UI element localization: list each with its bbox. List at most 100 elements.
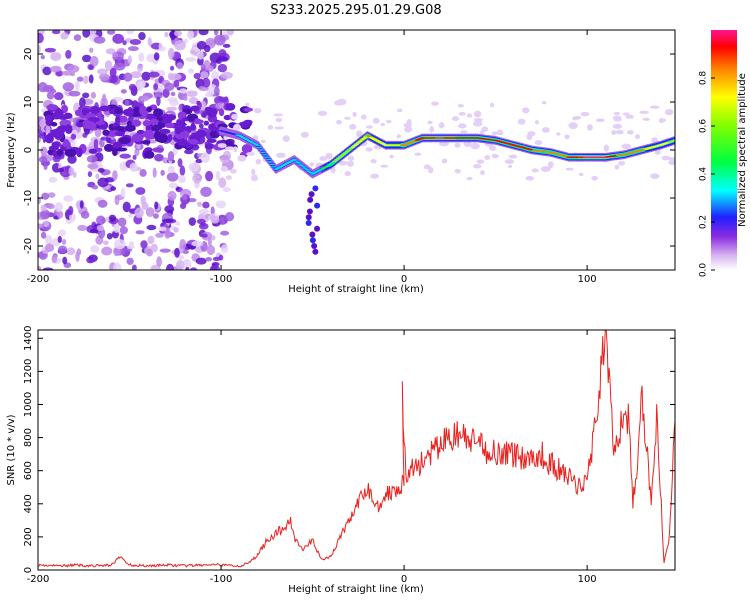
noise-blob bbox=[57, 235, 62, 243]
band-blob bbox=[190, 122, 196, 131]
faint-blob bbox=[571, 116, 579, 121]
noise-blob bbox=[46, 91, 55, 100]
faint-blob bbox=[611, 129, 617, 135]
faint-blob bbox=[365, 147, 373, 152]
noise-blob bbox=[42, 267, 54, 270]
faint-blob bbox=[380, 122, 386, 127]
noise-blob bbox=[38, 265, 42, 270]
band-blob bbox=[203, 120, 210, 126]
noise-blob bbox=[93, 36, 106, 44]
streak-blob bbox=[306, 208, 313, 215]
band-blob bbox=[218, 108, 225, 117]
x-tick-label: 0 bbox=[401, 574, 407, 585]
noise-blob bbox=[58, 229, 67, 237]
streak-blob bbox=[305, 219, 312, 226]
ridge-segment bbox=[260, 151, 266, 154]
noise-blob bbox=[89, 55, 99, 67]
noise-blob bbox=[89, 47, 94, 53]
noise-blob bbox=[213, 95, 225, 105]
noise-blob bbox=[40, 146, 48, 157]
band-blob bbox=[64, 148, 77, 158]
noise-blob bbox=[138, 31, 146, 41]
noise-blob bbox=[130, 71, 142, 79]
ridge-segment bbox=[355, 142, 361, 144]
ridge-segment bbox=[306, 170, 312, 172]
faint-blob bbox=[490, 102, 495, 108]
noise-blob bbox=[174, 40, 186, 51]
noise-blob bbox=[154, 91, 163, 99]
streak-blob bbox=[312, 248, 319, 255]
ridge-segment bbox=[295, 161, 301, 164]
band-blob bbox=[106, 129, 119, 137]
noise-blob bbox=[60, 32, 69, 40]
faint-blob bbox=[618, 160, 626, 166]
faint-blob bbox=[372, 117, 380, 124]
noise-blob bbox=[106, 30, 116, 35]
faint-blob bbox=[480, 170, 485, 175]
noise-blob bbox=[62, 82, 75, 92]
band-blob bbox=[88, 148, 98, 154]
band-blob bbox=[146, 113, 157, 121]
noise-blob bbox=[196, 218, 206, 225]
faint-blob bbox=[338, 160, 348, 166]
noise-blob bbox=[190, 49, 196, 55]
faint-blob bbox=[273, 113, 284, 117]
noise-blob bbox=[179, 88, 188, 94]
noise-blob bbox=[113, 62, 126, 71]
noise-blob bbox=[113, 246, 121, 257]
noise-blob bbox=[206, 245, 216, 255]
faint-blob bbox=[427, 120, 433, 125]
band-blob bbox=[81, 107, 88, 116]
ridge-segment bbox=[344, 150, 350, 153]
faint-blob bbox=[251, 168, 256, 176]
band-blob bbox=[115, 115, 121, 125]
band-blob bbox=[131, 119, 142, 127]
noise-blob bbox=[129, 162, 138, 173]
faint-blob bbox=[220, 165, 228, 172]
noise-blob bbox=[210, 216, 220, 224]
ridge-segment bbox=[361, 137, 367, 140]
band-blob bbox=[124, 124, 136, 132]
noise-blob bbox=[160, 169, 165, 176]
noise-blob bbox=[132, 154, 137, 160]
noise-blob bbox=[119, 226, 128, 235]
noise-blob bbox=[198, 123, 204, 129]
noise-blob bbox=[40, 54, 46, 60]
faint-blob bbox=[429, 125, 434, 133]
faint-blob bbox=[565, 167, 574, 171]
noise-blob bbox=[88, 74, 94, 84]
noise-blob bbox=[38, 133, 45, 139]
spectrogram-y-ticks: -20 -10 0 10 20 bbox=[23, 48, 675, 254]
noise-blob bbox=[52, 155, 61, 163]
noise-blob bbox=[186, 30, 194, 40]
spectrogram-x-label: Height of straight line (km) bbox=[288, 284, 424, 295]
faint-blob bbox=[508, 154, 518, 159]
faint-blob bbox=[331, 167, 336, 174]
faint-blob bbox=[473, 118, 484, 122]
noise-blob bbox=[177, 254, 185, 260]
ridge-segment bbox=[262, 154, 268, 156]
noise-blob bbox=[61, 70, 73, 76]
noise-blob bbox=[126, 257, 134, 266]
faint-blob bbox=[491, 153, 499, 159]
noise-blob bbox=[173, 227, 179, 233]
faint-blob bbox=[403, 122, 412, 128]
colorbar: 0.0 0.2 0.4 0.6 0.8 Normalized spectral ampl… bbox=[699, 30, 748, 277]
streak-blob bbox=[312, 185, 319, 192]
noise-blob bbox=[112, 52, 119, 58]
noise-blob bbox=[218, 49, 227, 58]
noise-blob bbox=[154, 153, 164, 162]
noise-blob bbox=[220, 216, 225, 225]
snr-y-ticks: 0 200 400 600 800 1000 1200 1400 bbox=[23, 326, 675, 573]
x-tick-label: -200 bbox=[27, 574, 50, 585]
noise-blob bbox=[209, 264, 221, 270]
noise-blob bbox=[126, 244, 135, 250]
noise-blob bbox=[61, 238, 67, 245]
noise-blob bbox=[153, 83, 159, 91]
band-blob bbox=[204, 106, 213, 112]
band-blob bbox=[190, 105, 200, 112]
noise-blob bbox=[152, 213, 159, 219]
faint-blob bbox=[344, 170, 352, 177]
ridge-segment bbox=[301, 166, 306, 168]
